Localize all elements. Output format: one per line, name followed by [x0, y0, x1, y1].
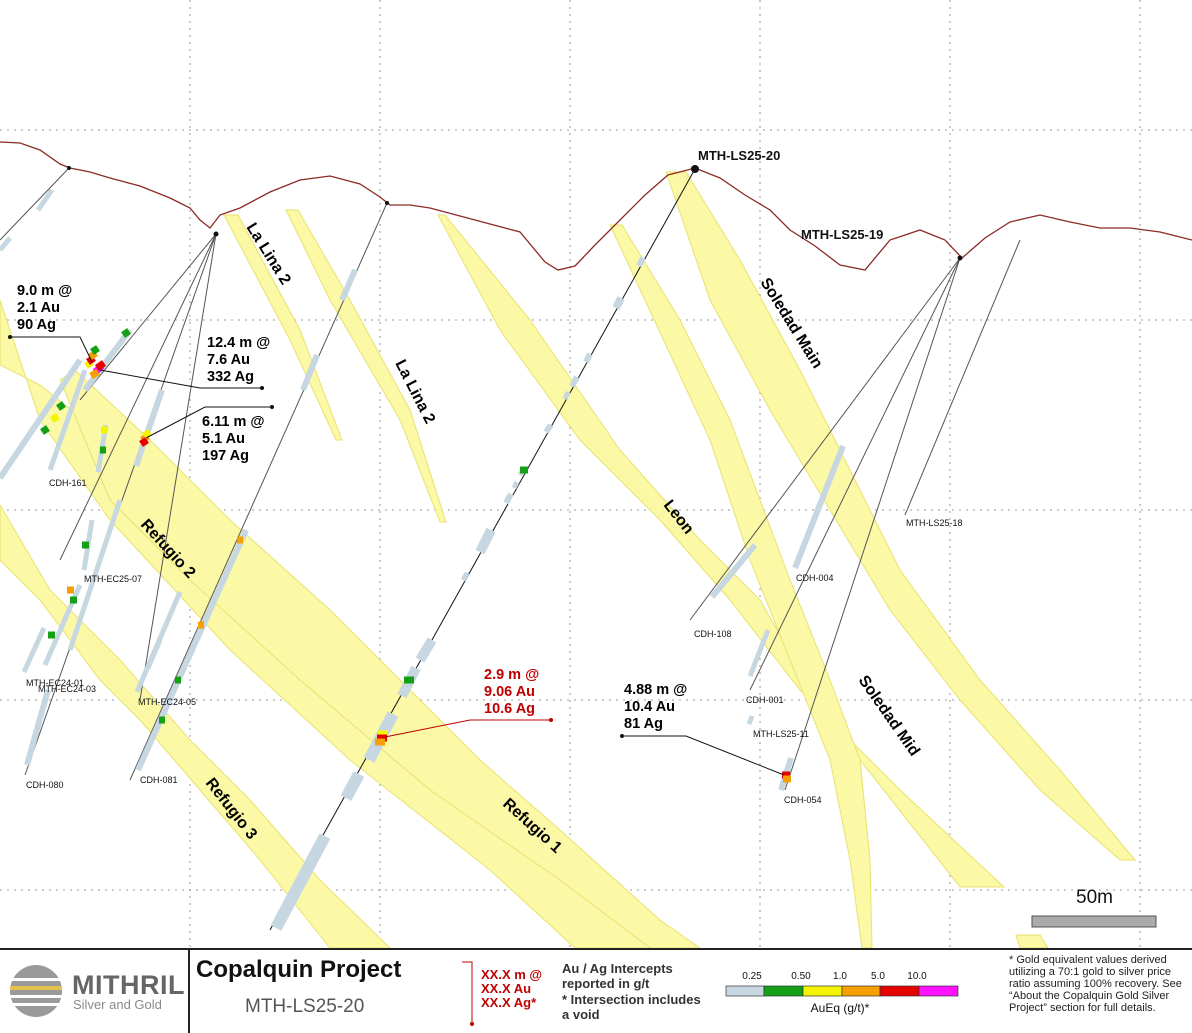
auEq-footnote: * Gold equivalent values derived utilizi…	[1009, 954, 1182, 1014]
hole-label-cdh-108: CDH-108	[694, 629, 732, 639]
intercept-1-au: 2.1 Au	[17, 300, 60, 316]
veins	[0, 171, 1137, 949]
hole-label-cdh-081: CDH-081	[140, 775, 178, 785]
intercept-5-length: 4.88 m @	[624, 682, 687, 698]
hole-label-ec25-07: MTH-EC25-07	[84, 574, 142, 584]
legend-intercept-template: XX.X m @ XX.X Au XX.X Ag*	[481, 968, 542, 1010]
title-block: MITHRIL Silver and Gold	[0, 948, 1192, 1033]
hole-label-ec24-05: MTH-EC24-05	[138, 697, 196, 707]
scale-tick-1: 0.25	[742, 971, 762, 982]
intercept-3-au: 5.1 Au	[202, 431, 245, 447]
intercept-2-length: 12.4 m @	[207, 335, 270, 351]
intercept-5-au: 10.4 Au	[624, 699, 675, 715]
scale-swatch	[725, 985, 765, 997]
vein-soledad-main	[665, 171, 1137, 861]
logo-name: MITHRIL	[72, 970, 185, 1000]
scale-swatch	[918, 985, 959, 997]
hole-label-cdh-054: CDH-054	[784, 795, 822, 805]
hole-label-ls25-18: MTH-LS25-18	[906, 518, 963, 528]
intercept-4-au: 9.06 Au	[484, 684, 535, 700]
hole-label-cdh-161: CDH-161	[49, 478, 87, 488]
legend-intercept-note: Au / Ag Intercepts reported in g/t	[562, 961, 673, 991]
vein-la-lina-2a	[223, 214, 343, 441]
intercept-3-length: 6.11 m @	[202, 414, 265, 430]
intercept-callouts: 9.0 m @ 2.1 Au 90 Ag 12.4 m @ 7.6 Au 332…	[17, 283, 687, 732]
hole-label-ec24-01: MTH-EC24-01	[26, 678, 84, 688]
intercept-5-ag: 81 Ag	[624, 716, 663, 732]
legend-template-line-3: XX.X Ag*	[481, 995, 537, 1010]
auEq-color-scale: 0.25 0.50 1.0 5.0 10.0 AuEq (g/t)*	[725, 971, 959, 1015]
leader-ends	[8, 335, 624, 738]
project-title: Copalquin Project	[196, 956, 402, 983]
hole-labels: MTH-LS25-20 MTH-LS25-19 MTH-LS25-18 CDH-…	[26, 148, 963, 805]
vein-leon	[437, 214, 1006, 888]
scale-tick-2: 0.50	[791, 971, 811, 982]
cross-section-canvas: La Lina 2 La Lina 2 Soledad Main Leon So…	[0, 0, 1192, 949]
legend-template-line-1: XX.X m @	[481, 967, 543, 982]
vein-soledad-mid	[609, 224, 873, 949]
hole-label-ls25-11: MTH-LS25-11	[753, 729, 809, 739]
intercept-2-au: 7.6 Au	[207, 352, 250, 368]
scale-bar-label: 50m	[1076, 887, 1113, 908]
collars	[67, 165, 963, 261]
drill-intervals	[0, 188, 846, 791]
hole-label-ls25-20: MTH-LS25-20	[698, 148, 780, 163]
intercept-1-length: 9.0 m @	[17, 283, 72, 299]
hole-label-cdh-001: CDH-001	[746, 695, 784, 705]
scale-swatches	[725, 985, 959, 997]
scale-swatch	[763, 985, 804, 997]
vein-refugio-2	[59, 369, 702, 949]
scale-tick-4: 5.0	[871, 971, 885, 982]
hole-label-cdh-080: CDH-080	[26, 780, 64, 790]
scale-swatch	[841, 985, 881, 997]
scale-bar	[1031, 915, 1157, 928]
logo-panel: MITHRIL Silver and Gold	[0, 950, 190, 1033]
topography-line	[0, 141, 1192, 271]
mithril-logo-icon	[10, 965, 62, 1017]
scale-swatch	[802, 985, 843, 997]
callout-leaders	[10, 336, 785, 776]
cross-section-map: La Lina 2 La Lina 2 Soledad Main Leon So…	[0, 0, 1192, 949]
hole-label-ec24-03: MTH-EC24-03	[38, 684, 96, 694]
intercept-2-ag: 332 Ag	[207, 369, 254, 385]
hole-label-ls25-19: MTH-LS25-19	[801, 227, 883, 242]
legend-template-line-2: XX.X Au	[481, 981, 532, 996]
intercept-3-ag: 197 Ag	[202, 448, 249, 464]
scale-tick-3: 1.0	[833, 971, 847, 982]
assay-ticks	[40, 328, 791, 783]
legend-bracket-icon	[462, 961, 474, 1026]
vein-la-lina-2b	[285, 209, 447, 523]
hole-label-cdh-004: CDH-004	[796, 573, 834, 583]
logo-tagline: Silver and Gold	[73, 997, 162, 1012]
project-hole: MTH-LS25-20	[245, 996, 365, 1017]
intercept-4-ag: 10.6 Ag	[484, 701, 535, 717]
scale-tick-5: 10.0	[907, 971, 927, 982]
legend-void-note: * Intersection includes a void	[562, 992, 701, 1022]
intercept-4-length: 2.9 m @	[484, 667, 539, 683]
scale-title: AuEq (g/t)*	[811, 1001, 870, 1015]
intercept-1-ag: 90 Ag	[17, 317, 56, 333]
scale-swatch	[879, 985, 920, 997]
